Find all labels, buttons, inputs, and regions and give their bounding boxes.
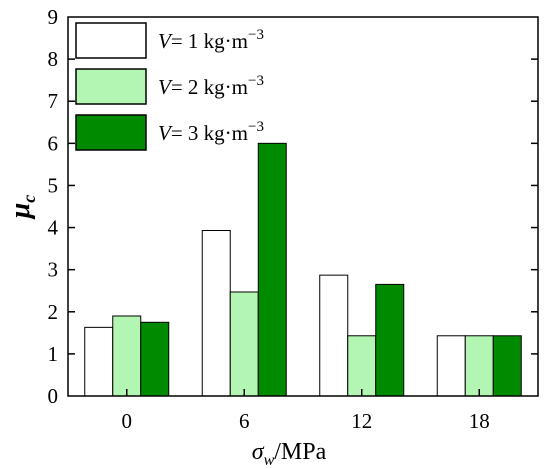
y-tick-label: 0 bbox=[48, 384, 59, 408]
legend-label-1: V= 1 kg·m−3 bbox=[158, 27, 264, 53]
legend-swatch-3 bbox=[75, 114, 147, 151]
bars-layer bbox=[84, 142, 522, 397]
bar-s1-6 bbox=[201, 230, 231, 397]
y-tick-label: 3 bbox=[48, 258, 59, 282]
y-tick-label: 7 bbox=[48, 89, 59, 113]
y-tick-label: 6 bbox=[48, 131, 59, 155]
bar-s3-6 bbox=[257, 142, 287, 397]
bar-s3-0 bbox=[140, 321, 170, 397]
bar-s1-18 bbox=[436, 335, 466, 397]
x-axis-label: σw/MPa bbox=[252, 439, 327, 469]
legend-swatch-1 bbox=[75, 22, 147, 59]
legend-label-2: V= 2 kg·m−3 bbox=[158, 73, 264, 99]
y-tick-label: 8 bbox=[48, 47, 59, 71]
bar-s3-18 bbox=[492, 335, 522, 397]
bar-s2-12 bbox=[347, 335, 377, 397]
y-tick-label: 4 bbox=[48, 216, 59, 240]
y-tick-label: 9 bbox=[48, 5, 59, 29]
legend-swatch-2 bbox=[75, 68, 147, 105]
y-tick-label: 1 bbox=[48, 342, 59, 366]
x-tick-label: 6 bbox=[239, 409, 250, 433]
y-tick-label: 2 bbox=[48, 300, 59, 324]
legend: V= 1 kg·m−3 V= 2 kg·m−3 V= 3 kg·m−3 bbox=[75, 22, 264, 151]
y-tick-label: 5 bbox=[48, 173, 59, 197]
x-tick-label: 18 bbox=[469, 409, 490, 433]
plot-frame bbox=[67, 16, 539, 397]
bar-s1-0 bbox=[84, 326, 114, 397]
x-tick-label: 0 bbox=[122, 409, 133, 433]
legend-label-3: V= 3 kg·m−3 bbox=[158, 119, 264, 145]
bar-s2-18 bbox=[464, 335, 494, 397]
y-axis-label: μc bbox=[5, 195, 39, 221]
axes-layer bbox=[67, 16, 539, 397]
bar-s3-12 bbox=[375, 283, 405, 397]
bar-s2-6 bbox=[229, 291, 259, 397]
bar-s2-0 bbox=[112, 315, 142, 397]
bar-s1-12 bbox=[319, 274, 349, 397]
x-tick-label: 12 bbox=[351, 409, 372, 433]
